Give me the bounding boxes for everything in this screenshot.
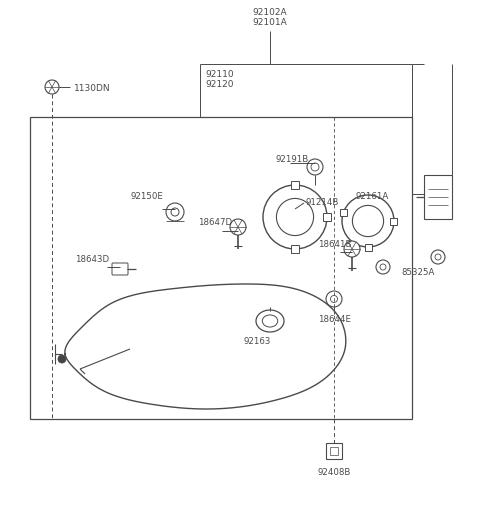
Circle shape (230, 220, 246, 235)
Circle shape (352, 206, 384, 237)
Ellipse shape (262, 315, 278, 327)
Text: 92163: 92163 (244, 336, 271, 345)
Text: 18647D: 18647D (198, 218, 232, 227)
Circle shape (45, 81, 59, 95)
Text: 92120: 92120 (205, 80, 233, 89)
Text: 92102A: 92102A (252, 8, 288, 17)
Bar (424, 176, 452, 220)
Text: 92408B: 92408B (317, 467, 351, 476)
Bar (323, 214, 331, 222)
Text: 85325A: 85325A (401, 268, 435, 276)
Circle shape (342, 195, 394, 247)
Circle shape (376, 261, 390, 274)
Bar (326, 443, 342, 459)
Circle shape (166, 204, 184, 222)
Bar (30, 118, 412, 419)
Bar (291, 182, 299, 189)
Text: 92161A: 92161A (355, 191, 388, 200)
Bar (291, 245, 299, 254)
Ellipse shape (256, 311, 284, 332)
Circle shape (58, 356, 66, 363)
Circle shape (435, 255, 441, 261)
Text: 92150E: 92150E (130, 191, 163, 200)
Circle shape (344, 241, 360, 258)
Circle shape (276, 199, 313, 236)
Circle shape (171, 209, 179, 217)
Circle shape (431, 250, 445, 265)
Circle shape (311, 164, 319, 172)
Circle shape (307, 160, 323, 176)
Text: 18641B: 18641B (318, 239, 351, 248)
FancyBboxPatch shape (112, 264, 128, 275)
Text: 18644E: 18644E (318, 315, 351, 323)
Text: 92191B: 92191B (275, 155, 308, 164)
Text: 91214B: 91214B (305, 197, 338, 207)
Text: 18643D: 18643D (75, 255, 109, 264)
Circle shape (326, 291, 342, 308)
Bar (391, 218, 397, 225)
Bar (330, 447, 338, 455)
Bar (364, 244, 372, 251)
Text: 92101A: 92101A (252, 18, 288, 27)
Circle shape (380, 265, 386, 271)
Text: 92110: 92110 (205, 70, 234, 79)
Text: 1130DN: 1130DN (74, 83, 110, 92)
Circle shape (263, 186, 327, 249)
Circle shape (331, 296, 337, 303)
Bar (340, 209, 347, 216)
